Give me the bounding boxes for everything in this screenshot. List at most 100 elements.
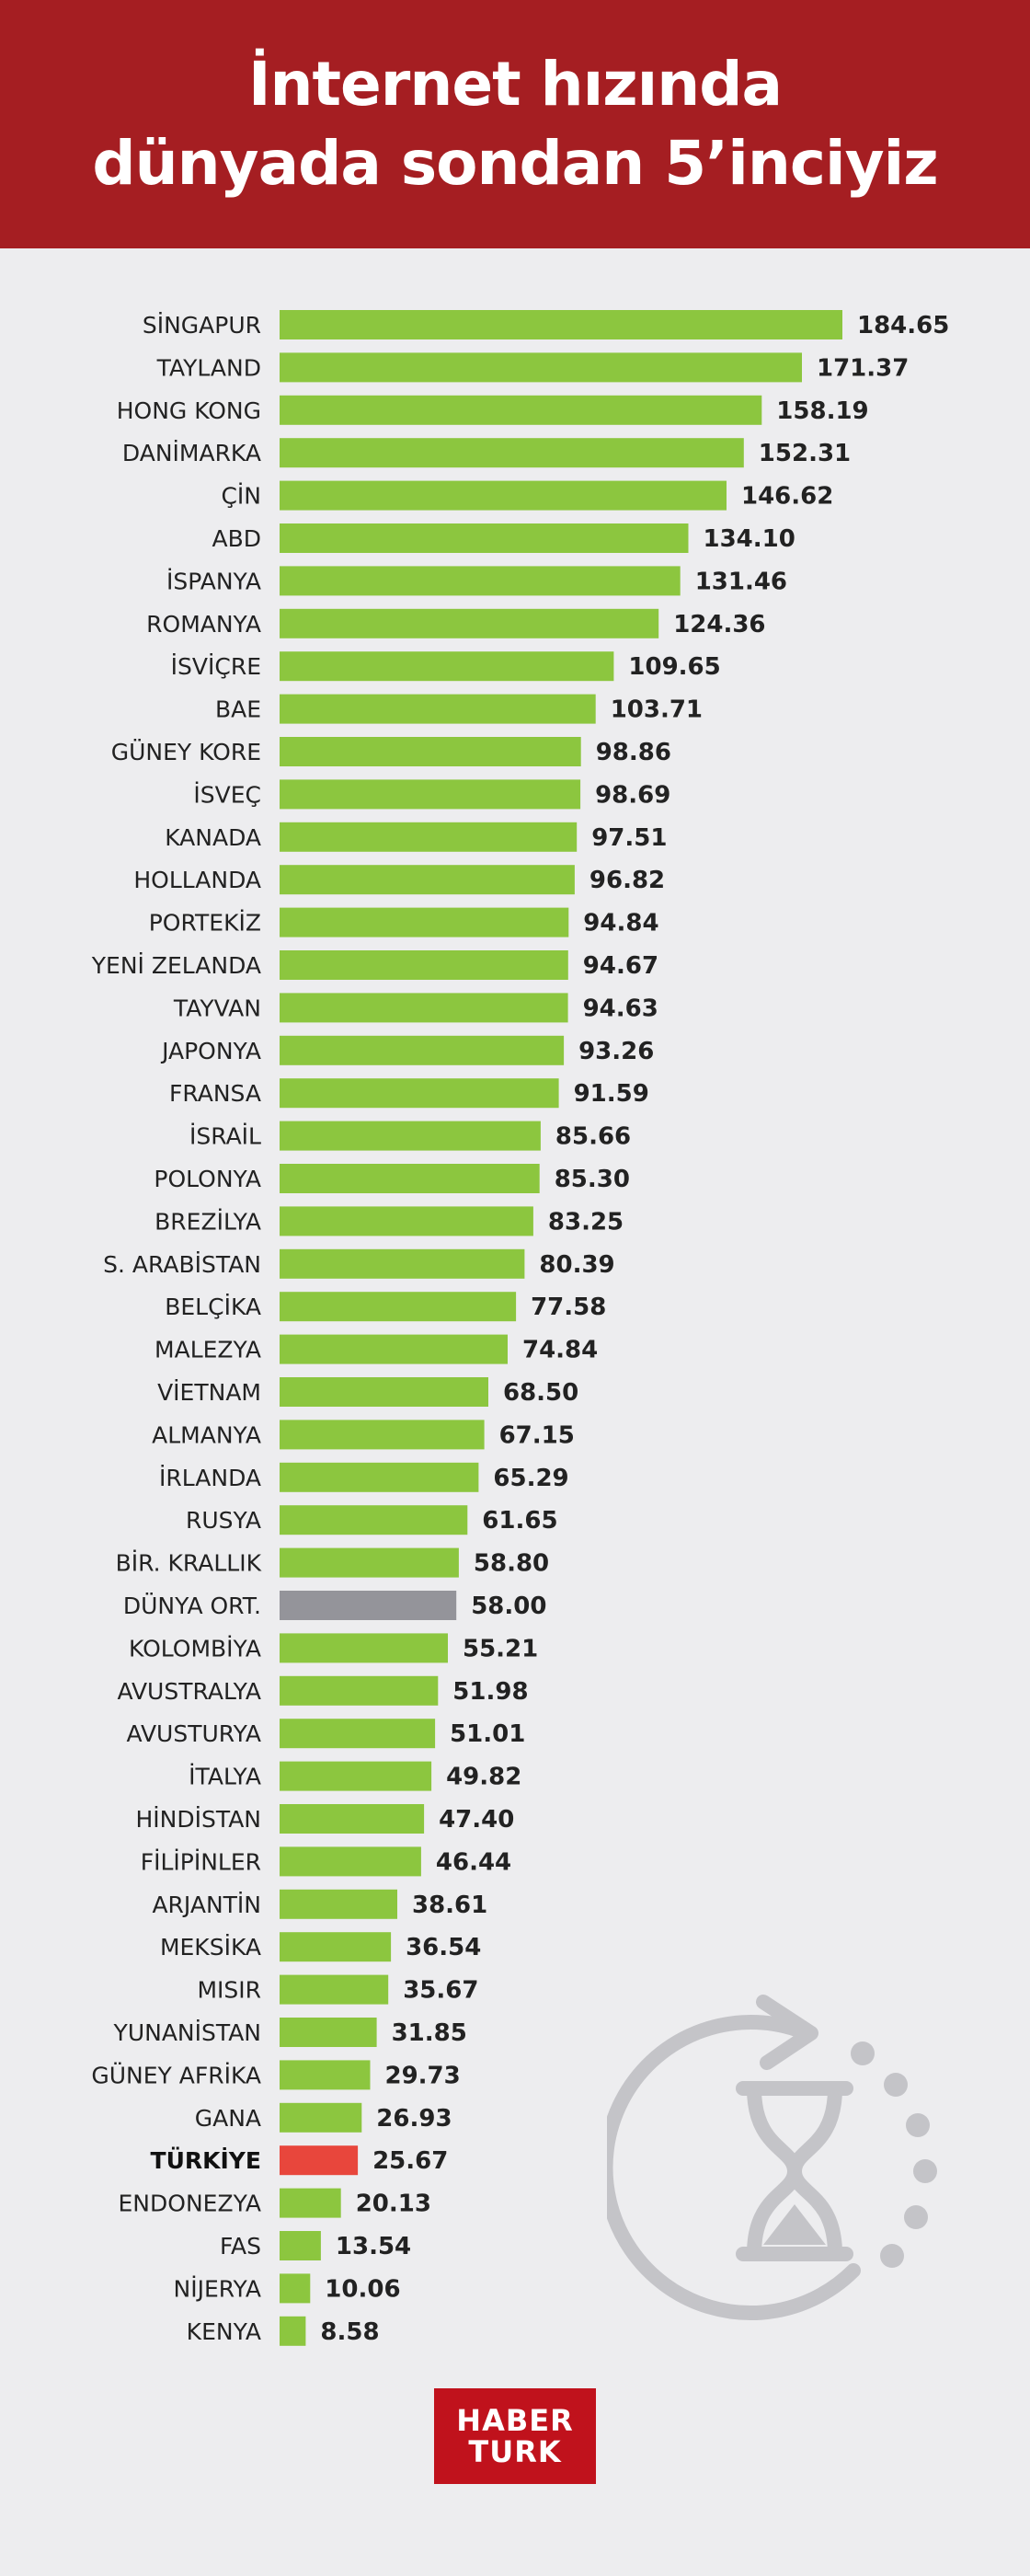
value-label: 29.73 — [385, 2062, 461, 2089]
value-label: 85.30 — [555, 1166, 630, 1193]
value-label: 103.71 — [611, 696, 703, 724]
bar — [280, 1547, 459, 1578]
value-label: 184.65 — [857, 312, 949, 339]
value-label: 49.82 — [446, 1764, 521, 1791]
bar — [280, 1164, 540, 1193]
category-label: AVUSTRALYA — [117, 1678, 261, 1705]
value-label: 46.44 — [436, 1848, 511, 1876]
category-label: ALMANYA — [152, 1421, 261, 1448]
bar — [280, 1932, 392, 1962]
category-label: İSVİÇRE — [171, 653, 261, 680]
logo-line-1: HABER — [456, 2403, 574, 2438]
logo-line-2: TURK — [468, 2434, 562, 2469]
bar — [280, 737, 581, 766]
category-label: BAE — [215, 696, 261, 723]
category-label: GÜNEY KORE — [111, 739, 261, 765]
category-label: TAYLAND — [156, 354, 261, 381]
category-label: TÜRKİYE — [151, 2146, 261, 2174]
category-label: NİJERYA — [174, 2275, 261, 2302]
category-label: FAS — [220, 2233, 261, 2260]
bar — [280, 2060, 371, 2090]
category-label: VİETNAM — [157, 1379, 261, 1406]
bar — [280, 1420, 485, 1450]
bar — [280, 1292, 517, 1322]
value-label: 25.67 — [372, 2147, 448, 2175]
value-label: 58.00 — [471, 1593, 546, 1620]
bar — [280, 1462, 479, 1492]
category-label: MISIR — [197, 1977, 261, 2004]
value-label: 36.54 — [406, 1934, 481, 1961]
value-label: 47.40 — [439, 1806, 514, 1834]
value-label: 55.21 — [463, 1635, 538, 1662]
value-label: 146.62 — [741, 483, 833, 511]
value-label: 97.51 — [591, 824, 667, 852]
category-label: FRANSA — [169, 1080, 261, 1107]
value-label: 158.19 — [776, 397, 868, 425]
value-label: 58.80 — [474, 1550, 549, 1578]
category-label: İSVEÇ — [193, 781, 261, 808]
category-label: İTALYA — [189, 1764, 261, 1790]
bar — [280, 865, 575, 895]
value-label: 68.50 — [503, 1379, 578, 1407]
value-label: 51.98 — [452, 1678, 528, 1706]
category-label: TAYVAN — [173, 995, 261, 1021]
category-label: ÇİN — [221, 483, 261, 510]
category-label: MALEZYA — [154, 1337, 261, 1363]
bar — [280, 352, 802, 383]
value-label: 109.65 — [628, 653, 720, 681]
category-label: ABD — [212, 525, 261, 552]
bar — [280, 779, 581, 810]
value-label: 91.59 — [574, 1080, 649, 1108]
bar — [280, 1206, 533, 1236]
category-label: SİNGAPUR — [143, 312, 261, 339]
bar — [280, 1035, 565, 1065]
value-label: 51.01 — [450, 1720, 525, 1748]
value-label: 65.29 — [493, 1465, 568, 1492]
value-label: 94.67 — [583, 952, 658, 980]
value-label: 80.39 — [539, 1251, 614, 1279]
value-label: 74.84 — [522, 1337, 598, 1364]
category-label: ROMANYA — [146, 611, 261, 638]
category-label: HOLLANDA — [133, 867, 261, 893]
value-label: 152.31 — [759, 440, 851, 467]
value-label: 94.84 — [583, 910, 658, 937]
value-label: 10.06 — [325, 2275, 400, 2303]
value-label: 94.63 — [583, 995, 658, 1022]
category-label: HONG KONG — [117, 397, 261, 424]
highlight-bar — [280, 2145, 359, 2176]
bar-chart: SİNGAPUR 184.65 TAYLAND 171.37 HONG KONG 158.… — [91, 310, 949, 2346]
value-label: 83.25 — [548, 1208, 624, 1236]
bar — [280, 395, 762, 425]
category-label: RUSYA — [186, 1507, 261, 1534]
bar — [280, 2316, 306, 2346]
category-label: KANADA — [165, 824, 261, 851]
value-label: 13.54 — [336, 2233, 411, 2260]
value-label: 96.82 — [589, 867, 665, 894]
category-label: İSPANYA — [166, 568, 261, 594]
category-label: İRLANDA — [159, 1465, 261, 1491]
category-label: BREZİLYA — [154, 1208, 261, 1235]
page-title-line-2: dünyada sondan 5’inciyiz — [92, 128, 938, 199]
category-label: JAPONYA — [160, 1038, 261, 1064]
value-label: 20.13 — [356, 2191, 431, 2218]
bar — [280, 1334, 508, 1364]
page-title-line-1: İnternet hızında — [247, 49, 783, 120]
category-label: KENYA — [187, 2318, 261, 2345]
value-label: 26.93 — [376, 2105, 452, 2133]
bar — [280, 1248, 525, 1279]
bar — [280, 2231, 321, 2260]
category-label: S. ARABİSTAN — [103, 1251, 261, 1278]
value-label: 31.85 — [392, 2019, 467, 2047]
category-label: ARJANTİN — [152, 1892, 261, 1918]
bar — [280, 1719, 436, 1749]
category-label: PORTEKİZ — [149, 910, 261, 937]
category-label: GANA — [195, 2105, 261, 2132]
category-label: HİNDİSTAN — [136, 1806, 262, 1833]
value-label: 67.15 — [499, 1421, 575, 1449]
bar — [280, 993, 568, 1023]
bar — [280, 2273, 311, 2304]
bar — [280, 651, 614, 682]
bar — [280, 480, 727, 511]
bar — [280, 2188, 341, 2218]
category-label: POLONYA — [154, 1166, 261, 1192]
